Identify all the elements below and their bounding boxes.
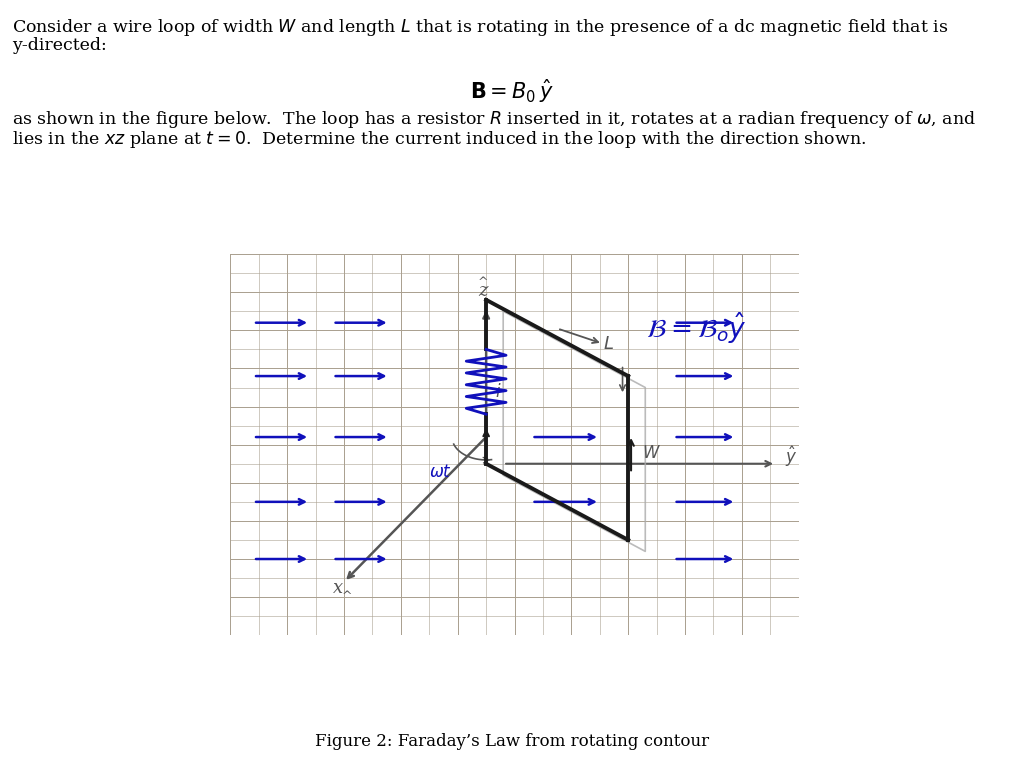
Text: y-directed:: y-directed: <box>12 37 108 54</box>
Text: x: x <box>334 579 343 598</box>
Text: $\omega t$: $\omega t$ <box>429 464 453 481</box>
Text: $\mathbf{B} = B_0\,\hat{y}$: $\mathbf{B} = B_0\,\hat{y}$ <box>470 77 554 105</box>
Text: $\hat{y}$: $\hat{y}$ <box>784 444 797 469</box>
Text: $i$: $i$ <box>495 383 501 401</box>
Text: $L$: $L$ <box>603 336 613 353</box>
Text: Consider a wire loop of width $W$ and length $L$ that is rotating in the presenc: Consider a wire loop of width $W$ and le… <box>12 17 948 38</box>
Text: Figure 2: Faraday’s Law from rotating contour: Figure 2: Faraday’s Law from rotating co… <box>315 733 709 750</box>
Text: $\mathcal{B}=\mathcal{B}_o\hat{y}$: $\mathcal{B}=\mathcal{B}_o\hat{y}$ <box>646 310 746 346</box>
Text: z: z <box>478 282 488 300</box>
Text: ^: ^ <box>342 590 352 603</box>
Text: as shown in the figure below.  The loop has a resistor $R$ inserted in it, rotat: as shown in the figure below. The loop h… <box>12 109 976 130</box>
Text: $W$: $W$ <box>642 445 662 462</box>
Text: lies in the $xz$ plane at $t = 0$.  Determine the current induced in the loop wi: lies in the $xz$ plane at $t = 0$. Deter… <box>12 129 866 150</box>
Text: ^: ^ <box>478 276 488 290</box>
